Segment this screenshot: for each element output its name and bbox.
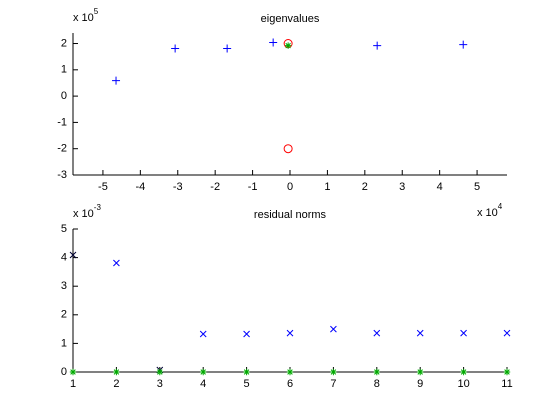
x-tick-label: -4	[135, 181, 145, 193]
marker	[416, 329, 424, 337]
marker	[330, 368, 337, 376]
marker	[269, 38, 278, 47]
chart-title: eigenvalues	[261, 13, 320, 25]
marker	[283, 144, 293, 154]
marker	[156, 368, 163, 376]
x-tick-label: 10	[457, 378, 469, 390]
x-tick-label: 3	[157, 378, 163, 390]
x-tick-label: -3	[173, 181, 183, 193]
x-tick-label: 8	[374, 378, 380, 390]
y-tick-label: 1	[61, 337, 67, 349]
marker	[69, 251, 77, 259]
x-tick-label: 5	[244, 378, 250, 390]
marker	[113, 368, 120, 376]
y-tick-label: -1	[57, 116, 67, 128]
x-tick-label: 5	[474, 181, 480, 193]
y-tick-label: 2	[61, 309, 67, 321]
x-tick-label: 1	[324, 181, 330, 193]
x-tick-label: -5	[98, 181, 108, 193]
marker	[243, 368, 250, 376]
axis-exponent: x 104	[477, 202, 503, 219]
marker	[284, 42, 292, 49]
axis-exponent: x 10-3	[73, 203, 101, 220]
marker	[373, 368, 380, 376]
exponent-base: x 10	[73, 12, 94, 24]
x-tick-label: 2	[362, 181, 368, 193]
y-tick-label: -3	[57, 169, 67, 181]
x-tick-label: -2	[210, 181, 220, 193]
x-tick-label: 0	[287, 181, 293, 193]
x-tick-label: 9	[417, 378, 423, 390]
exponent-power: -3	[94, 203, 102, 212]
marker	[503, 368, 511, 376]
marker	[112, 76, 121, 85]
marker	[286, 329, 294, 337]
x-tick-label: 4	[437, 181, 443, 193]
marker	[330, 325, 337, 333]
x-tick-label: 11	[501, 378, 512, 390]
x-tick-label: 3	[399, 181, 405, 193]
chart-title: residual norms	[254, 209, 327, 221]
marker	[460, 329, 467, 337]
y-tick-label: 0	[61, 366, 67, 378]
marker	[373, 41, 382, 50]
x-tick-label: 6	[287, 378, 293, 390]
y-tick-label: 1	[61, 64, 67, 76]
x-tick-label: 4	[200, 378, 206, 390]
exponent-power: 4	[498, 202, 503, 211]
marker	[223, 44, 232, 53]
marker	[200, 368, 207, 376]
axis-exponent: x 105	[73, 7, 99, 24]
marker	[459, 40, 468, 49]
y-tick-label: 0	[61, 90, 67, 102]
marker	[417, 368, 424, 376]
marker	[171, 44, 180, 53]
y-tick-label: -2	[57, 143, 67, 155]
marker	[243, 330, 250, 338]
marker	[373, 329, 381, 337]
y-tick-label: 5	[61, 223, 67, 235]
x-tick-label: 1	[70, 378, 76, 390]
x-tick-label: -1	[248, 181, 258, 193]
marker	[286, 368, 294, 376]
x-tick-label: 7	[330, 378, 336, 390]
exponent-base: x 10	[477, 207, 498, 219]
y-tick-label: 4	[61, 252, 67, 264]
y-tick-label: 2	[61, 37, 67, 49]
y-tick-label: 3	[61, 280, 67, 292]
x-tick-label: 2	[113, 378, 119, 390]
exponent-power: 5	[94, 7, 99, 16]
marker	[503, 329, 511, 337]
marker	[460, 368, 467, 376]
marker	[69, 368, 77, 376]
marker	[199, 330, 207, 338]
exponent-base: x 10	[73, 208, 94, 220]
marker	[113, 259, 120, 267]
